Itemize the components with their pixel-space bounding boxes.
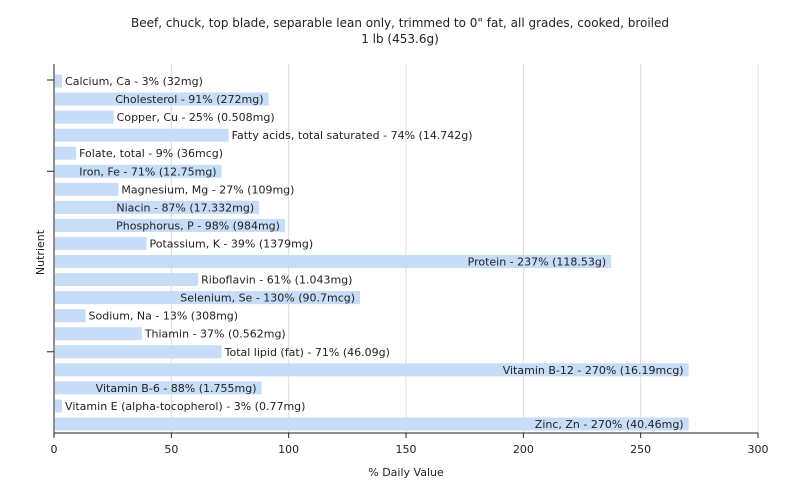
bar-label: Sodium, Na - 13% (308mg) [89,310,239,323]
bar-label: Magnesium, Mg - 27% (109mg) [121,183,294,196]
bar-label: Calcium, Ca - 3% (32mg) [65,75,203,88]
bar [55,146,77,160]
bar [55,110,114,124]
bar-label: Total lipid (fat) - 71% (46.09g) [224,346,390,359]
bar [55,128,229,142]
bar-label: Phosphorus, P - 98% (984mg) [116,219,280,232]
x-tick-label: 150 [396,443,417,456]
chart-title-line1: Beef, chuck, top blade, separable lean o… [130,16,670,30]
bar [55,92,269,106]
bar [55,291,361,305]
x-tick-label: 0 [51,443,58,456]
bar-label: Potassium, K - 39% (1379mg) [150,237,314,250]
bar [55,255,612,269]
bar-label: Iron, Fe - 71% (12.75mg) [79,165,216,178]
chart-subtitle: 1 lb (453.6g) [361,32,439,46]
bar-label: Fatty acids, total saturated - 74% (14.7… [232,129,473,142]
bar-label: Zinc, Zn - 270% (40.46mg) [535,418,684,431]
x-tick-label: 200 [513,443,534,456]
bar-label: Riboflavin - 61% (1.043mg) [201,274,352,287]
bar [55,399,63,413]
bar [55,236,147,250]
bar-label: Vitamin E (alpha-tocopherol) - 3% (0.77m… [65,400,305,413]
bar [55,363,689,377]
x-tick-label: 50 [164,443,178,456]
bar-label: Copper, Cu - 25% (0.508mg) [117,111,275,124]
bars-group: Calcium, Ca - 3% (32mg) Cholesterol - 91%… [55,74,689,431]
bar [55,381,262,395]
bar-label: Protein - 237% (118.53g) [468,256,607,269]
bar [55,309,86,323]
bar [55,417,689,431]
bar-label: Selenium, Se - 130% (90.7mcg) [180,292,355,305]
y-axis-label: Nutrient [34,229,47,275]
bar [55,182,119,196]
bar [55,164,222,178]
bar-label: Thiamin - 37% (0.562mg) [144,328,286,341]
axes-group: 0 50 100 150 200 250 300 [47,64,769,456]
bar-label: Folate, total - 9% (36mcg) [79,147,223,160]
bar [55,200,260,214]
x-tick-label: 100 [278,443,299,456]
x-tick-label: 300 [748,443,769,456]
bar-label: Vitamin B-6 - 88% (1.755mg) [96,382,257,395]
bar [55,327,142,341]
chart-title: Beef, chuck, top blade, separable lean o… [0,15,800,47]
x-axis-label: % Daily Value [368,466,444,479]
bar [55,218,285,232]
bar-label: Niacin - 87% (17.332mg) [116,201,254,214]
bar-label: Cholesterol - 91% (272mg) [115,93,263,106]
x-tick-label: 250 [630,443,651,456]
bar [55,273,199,287]
bar [55,345,222,359]
bar [55,74,63,88]
bar-label: Vitamin B-12 - 270% (16.19mcg) [503,364,684,377]
